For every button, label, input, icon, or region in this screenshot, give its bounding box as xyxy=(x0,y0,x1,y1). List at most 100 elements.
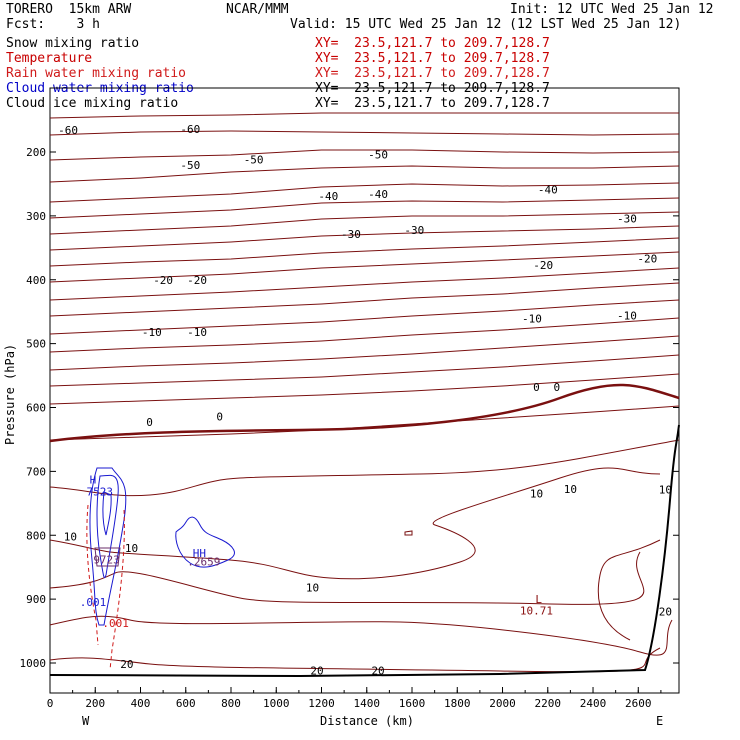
x-tick-label: 400 xyxy=(131,697,151,710)
x-tick-label: 2600 xyxy=(625,697,652,710)
y-tick-label: 500 xyxy=(26,338,46,351)
contour-label: -50 xyxy=(180,159,200,172)
west-label: W xyxy=(82,714,90,728)
cloud-water-contour xyxy=(89,467,127,626)
x-tick-label: 1600 xyxy=(399,697,426,710)
rain-contour xyxy=(86,504,99,646)
contour-label: 0 xyxy=(216,410,223,423)
y-tick-label: 200 xyxy=(26,146,46,159)
contour-label: 10 xyxy=(306,581,319,594)
annotation-label: 7523 xyxy=(87,486,114,499)
contour-label: -50 xyxy=(244,153,264,166)
plot-frame xyxy=(49,87,680,694)
center-title: NCAR/MMM xyxy=(226,2,289,17)
y-tick-label: 300 xyxy=(26,210,46,223)
isotherm xyxy=(49,317,680,353)
x-tick-label: 200 xyxy=(85,697,105,710)
field-snow-name: Snow mixing ratio xyxy=(6,36,140,51)
annotation-label: 10.71 xyxy=(520,604,553,617)
x-tick-label: 600 xyxy=(176,697,196,710)
isotherm xyxy=(49,282,680,317)
contour-label: -30 xyxy=(617,212,637,225)
x-tick-label: 1800 xyxy=(444,697,471,710)
isotherm xyxy=(49,335,680,371)
contour-label: -60 xyxy=(58,124,78,137)
contour-label: 20 xyxy=(120,658,133,671)
field-rain-xy: XY= 23.5,121.7 to 209.7,128.7 xyxy=(315,66,550,81)
isotherm xyxy=(49,165,680,183)
x-tick-label: 1400 xyxy=(354,697,381,710)
isotherm-zero xyxy=(49,383,680,443)
isotherm-10 xyxy=(49,467,661,580)
y-tick-label: 900 xyxy=(26,593,46,606)
isotherm xyxy=(49,373,680,405)
isotherm xyxy=(49,225,680,251)
y-tick-label: 700 xyxy=(26,465,46,478)
contour-label: -30 xyxy=(404,224,424,237)
contour-label: -10 xyxy=(522,313,542,326)
contour-label: 10 xyxy=(64,530,77,543)
isotherm xyxy=(49,130,680,136)
contour-label: 20 xyxy=(310,664,323,677)
cloud-water-contour xyxy=(102,491,112,536)
terrain-line xyxy=(49,424,680,678)
isotherm-blob xyxy=(404,530,413,536)
isotherm xyxy=(49,211,680,235)
contour-label: -10 xyxy=(142,326,162,339)
field-cloudice-name: Cloud ice mixing ratio xyxy=(6,96,179,111)
annotation-label: L xyxy=(535,593,542,606)
isotherm-20 xyxy=(49,647,661,673)
isotherm xyxy=(49,149,680,161)
isotherm xyxy=(49,237,680,267)
isotherm xyxy=(49,197,680,219)
ice-contour xyxy=(94,547,121,567)
contour-label: 0 xyxy=(533,381,540,394)
terrain-surface xyxy=(49,424,680,678)
model-title: TORERO 15km ARW xyxy=(6,2,132,17)
annotation-label: 9723 xyxy=(93,553,120,566)
y-tick-label: 600 xyxy=(26,402,46,415)
contour-label: -20 xyxy=(533,259,553,272)
contour-label: -10 xyxy=(187,326,207,339)
y-tick-label: 400 xyxy=(26,274,46,287)
contour-label: 10 xyxy=(530,488,543,501)
field-temperature-name: Temperature xyxy=(6,51,93,66)
contour-label: 20 xyxy=(371,664,384,677)
contour-labels: -60 -60 -50 -50 -50 -40 -40 -40 -30 -30 -30 -20 -20 -… xyxy=(58,123,672,678)
isotherm-18 xyxy=(49,615,673,656)
x-tick-label: 1200 xyxy=(308,697,335,710)
x-tick-label: 2200 xyxy=(535,697,562,710)
field-cloudice-xy: XY= 23.5,121.7 to 209.7,128.7 xyxy=(315,96,550,111)
contour-label: 10 xyxy=(564,483,577,496)
contour-label: -30 xyxy=(341,228,361,241)
annotation-label: H xyxy=(90,474,97,487)
x-tick-label: 1000 xyxy=(263,697,290,710)
annotation-label: HH xyxy=(193,547,206,560)
contour-label: -40 xyxy=(318,190,338,203)
isotherm xyxy=(49,299,680,335)
isotherm xyxy=(49,182,680,203)
isotherm-15 xyxy=(49,551,645,605)
contour-label: -40 xyxy=(368,188,388,201)
rain-contour xyxy=(109,509,125,671)
annotation-label: .001 xyxy=(80,596,107,609)
field-temperature-xy: XY= 23.5,121.7 to 209.7,128.7 xyxy=(315,51,550,66)
isotherm xyxy=(49,267,680,301)
isotherm-L xyxy=(597,539,661,641)
cloud-water-contour xyxy=(96,474,119,578)
contour-label: -40 xyxy=(538,184,558,197)
axis-ticks: 0 200 400 600 800 1000 1200 1400 1600 1800 2000 220… xyxy=(20,146,679,710)
contour-label: 10 xyxy=(125,542,138,555)
contour-label: -60 xyxy=(180,123,200,136)
valid-time: Valid: 15 UTC Wed 25 Jan 12 (12 LST Wed … xyxy=(290,17,682,32)
y-tick-label: 800 xyxy=(26,529,46,542)
y-tick-label: 1000 xyxy=(20,657,47,670)
field-rain-name: Rain water mixing ratio xyxy=(6,66,187,81)
contour-label: -20 xyxy=(637,253,657,266)
contour-label: 0 xyxy=(554,381,561,394)
isotherm xyxy=(49,112,679,119)
x-tick-label: 2000 xyxy=(489,697,516,710)
contour-label: -10 xyxy=(617,309,637,322)
isotherm-lower xyxy=(49,439,680,497)
